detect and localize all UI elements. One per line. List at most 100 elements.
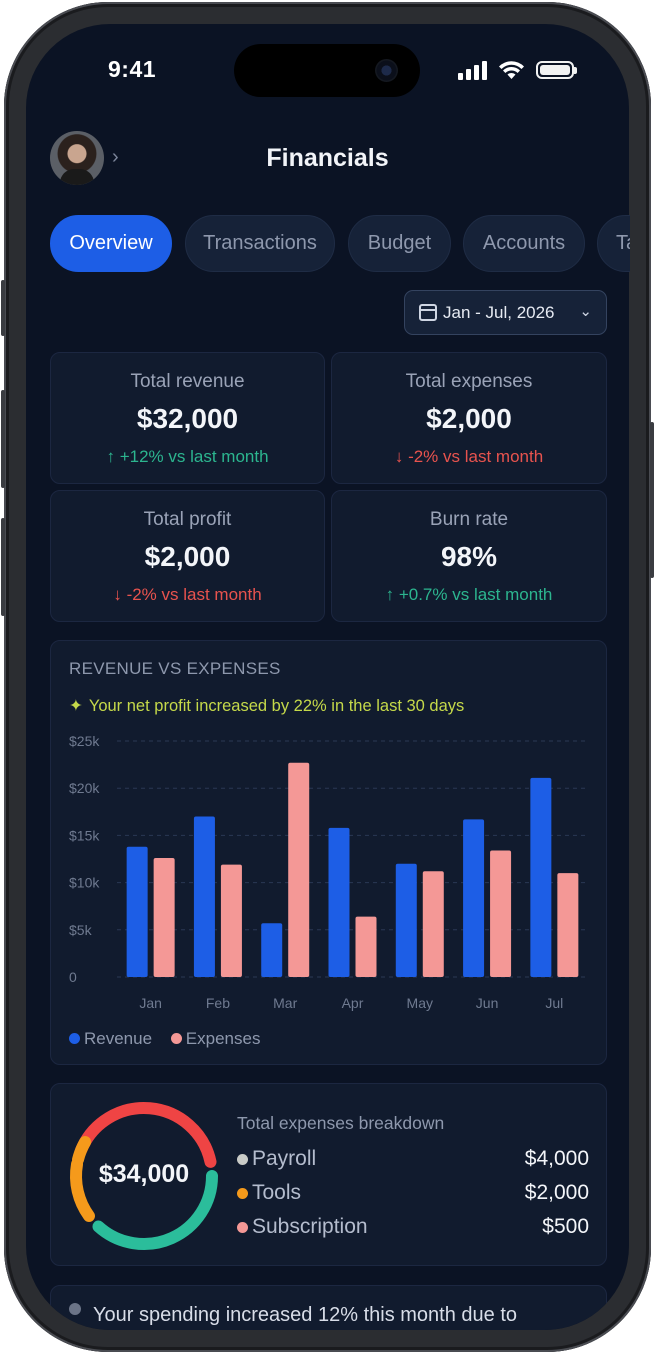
bar-expenses-jun xyxy=(490,850,512,977)
bar-revenue-jan xyxy=(126,846,148,977)
arrow-down-icon: ↓ xyxy=(394,447,404,466)
expenses-breakdown-card[interactable]: $34,000 Total expenses breakdown Payroll… xyxy=(50,1083,607,1266)
tab-overview[interactable]: Overview xyxy=(50,215,172,272)
chevron-right-icon[interactable]: › xyxy=(112,146,119,168)
bar-revenue-apr xyxy=(328,827,350,977)
tab-transactions[interactable]: Transactions xyxy=(185,215,335,272)
breakdown-row-subscription: Subscription $500 xyxy=(237,1215,589,1239)
chevron-down-icon: ⌄ xyxy=(579,303,592,320)
legend-dot xyxy=(69,1033,80,1044)
signal-icon xyxy=(458,60,490,80)
bar-revenue-mar xyxy=(261,923,283,977)
legend-item-revenue: Revenue xyxy=(69,1029,152,1048)
bar-revenue-feb xyxy=(193,816,215,977)
breakdown-amount: $4,000 xyxy=(524,1147,589,1170)
breakdown-label: Tools xyxy=(252,1181,302,1204)
legend-label: Revenue xyxy=(84,1029,153,1048)
dynamic-island xyxy=(234,44,420,97)
chart-legend: Revenue Expenses xyxy=(69,1029,260,1049)
bar-expenses-mar xyxy=(288,762,310,977)
legend-dot xyxy=(237,1154,248,1165)
donut-segment-orange xyxy=(70,1158,95,1222)
legend-dot xyxy=(170,1033,182,1044)
bar-expenses-jul xyxy=(557,873,579,977)
breakdown-title: Total expenses breakdown xyxy=(237,1113,445,1133)
donut-total: $34,000 xyxy=(98,1160,190,1188)
chart-insight: ✦ Your net profit increased by 22% in the… xyxy=(69,696,464,716)
calendar-icon xyxy=(419,304,437,321)
breakdown-row-tools: Tools $2,000 xyxy=(237,1181,589,1205)
breakdown-row-payroll: Payroll $4,000 xyxy=(237,1147,589,1171)
date-range-picker[interactable]: Jan - Jul, 2026 ⌄ xyxy=(404,290,607,335)
stat-value: 98% xyxy=(440,541,498,572)
arrow-up-icon: ↑ xyxy=(385,585,395,604)
bar-chart: 0 $5k $10k $15k $20k $25k Jan Feb Mar Apr May Jun Ju… xyxy=(69,733,588,1011)
legend-item-expenses: Expenses xyxy=(170,1029,261,1048)
stat-change-text: +12% vs last month xyxy=(119,447,269,466)
y-tick-label: $15k xyxy=(69,827,100,843)
donut-segment-green xyxy=(92,1170,218,1250)
stat-value: $2,000 xyxy=(426,403,512,434)
chart-title: REVENUE VS EXPENSES xyxy=(69,659,281,678)
volume-up-button xyxy=(1,390,5,488)
y-tick-label: $5k xyxy=(69,922,93,938)
arrow-up-icon: ↑ xyxy=(106,447,115,466)
donut-segment-red xyxy=(74,1102,217,1168)
sparkle-icon: ✦ xyxy=(69,697,83,715)
stat-change-text: -2% vs last month xyxy=(408,447,544,466)
breakdown-amount: $2,000 xyxy=(524,1181,589,1204)
bar-expenses-jan xyxy=(153,858,175,977)
tab-accounts[interactable]: Accounts xyxy=(463,215,585,272)
stat-change-text: +0.7% vs last month xyxy=(398,585,553,604)
breakdown-label: Payroll xyxy=(252,1147,317,1170)
status-time: 9:41 xyxy=(108,56,157,82)
y-tick-label: $10k xyxy=(69,875,100,891)
stat-change: ↑ +12% vs last month xyxy=(51,447,324,467)
x-tick-label: Apr xyxy=(342,995,364,1011)
expenses-donut xyxy=(70,1102,218,1250)
stat-change: ↑ +0.7% vs last month xyxy=(332,585,606,605)
stat-card-expenses[interactable]: Total expenses $2,000 ↓ -2% vs last mont… xyxy=(331,352,607,484)
stat-label: Burn rate xyxy=(429,509,509,530)
bar-revenue-jul xyxy=(530,777,552,977)
x-tick-label: Mar xyxy=(273,995,297,1011)
stat-label: Total profit xyxy=(143,509,232,530)
stat-label: Total revenue xyxy=(130,371,245,392)
bar-expenses-may xyxy=(422,871,444,977)
stat-card-revenue[interactable]: Total revenue $32,000 ↑ +12% vs last mon… xyxy=(50,352,325,484)
x-tick-label: Jan xyxy=(139,995,162,1011)
breakdown-label: Subscription xyxy=(252,1215,368,1238)
stat-card-profit[interactable]: Total profit $2,000 ↓ -2% vs last month xyxy=(50,490,325,622)
stat-card-burn-rate[interactable]: Burn rate 98% ↑ +0.7% vs last month xyxy=(331,490,607,622)
x-tick-label: Jul xyxy=(545,995,563,1011)
stat-change: ↓ -2% vs last month xyxy=(51,585,324,605)
volume-down-button xyxy=(1,518,5,616)
legend-label: Expenses xyxy=(185,1029,261,1048)
legend-dot xyxy=(237,1222,248,1233)
breakdown-amount: $500 xyxy=(542,1215,589,1238)
stat-label: Total expenses xyxy=(405,371,533,392)
x-tick-label: Feb xyxy=(206,995,230,1011)
tab-budget[interactable]: Budget xyxy=(348,215,451,272)
stat-value: $32,000 xyxy=(136,403,239,434)
page-title: Financials xyxy=(266,144,389,172)
bar-revenue-jun xyxy=(463,819,485,977)
y-tick-label: $20k xyxy=(69,780,100,796)
power-button xyxy=(650,422,654,578)
bar-expenses-feb xyxy=(220,864,242,977)
chart-insight-text: Your net profit increased by 22% in the … xyxy=(88,697,465,715)
x-tick-label: May xyxy=(407,995,433,1011)
wifi-icon xyxy=(499,61,524,79)
legend-dot xyxy=(237,1188,248,1199)
tab-partial[interactable]: Ta xyxy=(597,215,630,272)
battery-icon xyxy=(536,61,577,79)
stat-change-text: -2% vs last month xyxy=(126,585,262,604)
tab-bar: Overview Transactions Budget Accounts Ta xyxy=(50,215,630,273)
y-tick-label: 0 xyxy=(69,969,77,985)
camera-icon xyxy=(375,59,398,82)
x-tick-label: Jun xyxy=(476,995,499,1011)
avatar[interactable] xyxy=(50,131,104,185)
date-range-label: Jan - Jul, 2026 xyxy=(443,303,555,322)
action-button xyxy=(1,280,5,336)
stat-change: ↓ -2% vs last month xyxy=(332,447,606,467)
